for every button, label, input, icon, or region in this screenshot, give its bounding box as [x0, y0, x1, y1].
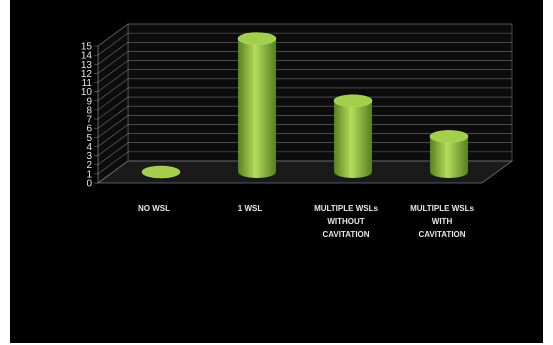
bar-top: [237, 32, 277, 45]
gridline: [97, 69, 512, 92]
bar: [141, 165, 181, 179]
gridline: [97, 105, 512, 129]
gridline: [97, 41, 512, 65]
x-category-label: WITHOUT: [327, 217, 364, 226]
gridline: [97, 60, 512, 83]
x-category-label: MULTIPLE WSLs: [314, 204, 378, 213]
bar-top: [333, 94, 373, 108]
bar-body: [238, 38, 276, 178]
bar: [429, 130, 469, 178]
gridline: [97, 151, 512, 175]
gridline: [97, 32, 512, 56]
y-tick-label: 15: [81, 42, 93, 53]
gridlines: [97, 23, 512, 184]
y-tick-label: 9: [86, 96, 92, 107]
y-tick-label: 1: [86, 169, 92, 180]
y-tick-label: 6: [86, 124, 92, 135]
gridline: [97, 115, 512, 138]
y-tick-label: 12: [81, 69, 93, 80]
gridline: [97, 160, 512, 184]
y-tick-label: 3: [86, 151, 92, 162]
bar-top: [141, 165, 181, 179]
gridline: [97, 23, 512, 47]
x-category-label: CAVITATION: [418, 230, 465, 239]
x-category-label: MULTIPLE WSLs: [410, 204, 474, 213]
bars: [141, 32, 469, 179]
x-axis: NO WSL 1 WSL MULTIPLE WSLs WITHOUT CAVITATIO…: [138, 204, 474, 239]
y-tick-label: 14: [81, 51, 93, 62]
y-tick-label: 11: [82, 78, 93, 89]
gridline: [97, 87, 512, 111]
y-tick-label: 4: [86, 142, 92, 153]
gridline: [97, 78, 512, 102]
y-tick-label: 5: [86, 133, 92, 144]
y-tick-label: 10: [81, 87, 93, 98]
x-category-label: CAVITATION: [322, 230, 369, 239]
y-tick-label: 2: [86, 160, 92, 171]
bar-body: [430, 136, 468, 178]
y-tick-label: 0: [86, 179, 92, 190]
side-wall: [97, 23, 129, 184]
x-category-label: WITH: [432, 217, 453, 226]
gridline: [97, 96, 512, 120]
y-tick-label: 13: [81, 60, 93, 71]
gridline: [97, 142, 512, 165]
bar: [237, 32, 277, 178]
y-tick-label: 7: [86, 115, 92, 126]
gridline: [97, 124, 512, 147]
gridline: [97, 51, 512, 74]
bar: [333, 94, 373, 178]
bar-top: [429, 130, 469, 143]
x-category-label: 1 WSL: [238, 204, 263, 213]
gridline: [97, 133, 512, 156]
x-category-label: NO WSL: [138, 204, 170, 213]
y-tick-label: 8: [86, 105, 92, 116]
bar-body: [334, 100, 372, 178]
